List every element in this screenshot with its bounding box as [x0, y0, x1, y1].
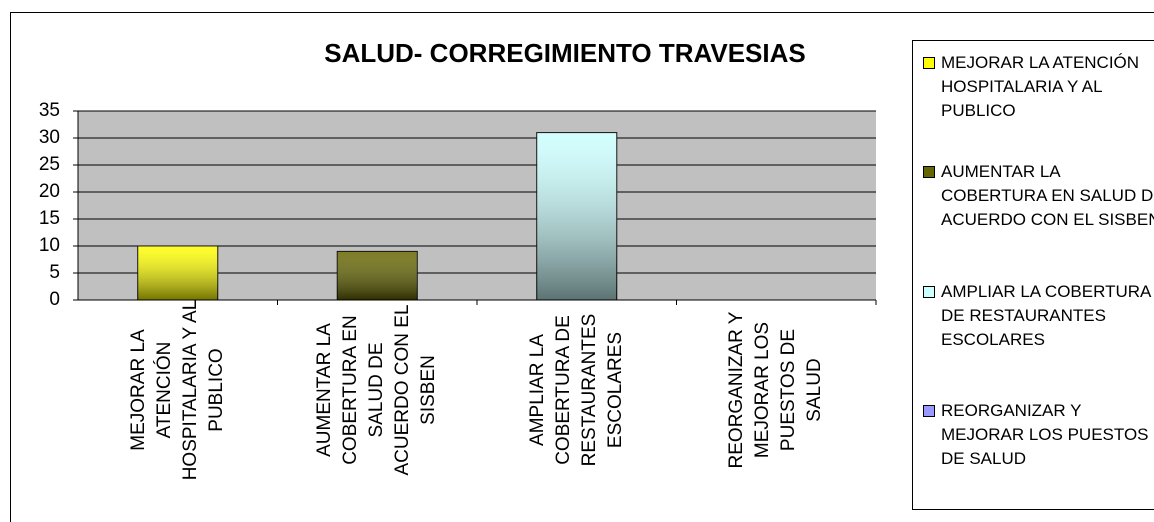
y-tick-label: 20	[38, 181, 60, 202]
legend-swatch	[923, 166, 935, 178]
legend-entry: AMPLIAR LA COBERTURA DE RESTAURANTES ESC…	[923, 280, 1154, 352]
y-tick-label: 35	[38, 100, 60, 121]
x-tick-label: REORGANIZAR Y MEJORAR LOS PUESTOS DE SAL…	[726, 311, 826, 469]
y-tick-label: 15	[38, 208, 60, 229]
chart-title: SALUD- CORREGIMIENTO TRAVESIAS	[324, 38, 806, 68]
chart-frame	[10, 12, 1154, 522]
y-tick-label: 25	[38, 154, 60, 175]
legend-label: AUMENTAR LA COBERTURA EN SALUD DE ACUERD…	[941, 162, 1154, 229]
legend-entry: AUMENTAR LA COBERTURA EN SALUD DE ACUERD…	[923, 160, 1154, 232]
y-tick-label: 5	[49, 262, 60, 283]
y-tick-label: 30	[38, 127, 60, 148]
x-tick-label: AMPLIAR LA COBERTURA DE RESTAURANTES ESC…	[526, 313, 626, 467]
legend-swatch	[923, 57, 935, 69]
legend-label: MEJORAR LA ATENCIÓN HOSPITALARIA Y AL PU…	[941, 53, 1140, 120]
bar-shade	[137, 246, 218, 300]
legend-label: AMPLIAR LA COBERTURA DE RESTAURANTES ESC…	[941, 282, 1151, 349]
x-tick-label: MEJORAR LA ATENCIÓN HOSPITALARIA Y AL PU…	[127, 299, 227, 481]
x-tick-label: AUMENTAR LA COBERTURA EN SALUD DE ACUERD…	[314, 304, 440, 476]
legend-swatch	[923, 405, 935, 417]
legend: MEJORAR LA ATENCIÓN HOSPITALARIA Y AL PU…	[912, 40, 1154, 510]
y-tick-label: 0	[49, 289, 60, 310]
bar-shade	[536, 132, 617, 300]
legend-label: REORGANIZAR Y MEJORAR LOS PUESTOS DE SAL…	[941, 401, 1149, 468]
legend-entry: MEJORAR LA ATENCIÓN HOSPITALARIA Y AL PU…	[923, 51, 1154, 123]
legend-entry: REORGANIZAR Y MEJORAR LOS PUESTOS DE SAL…	[923, 399, 1154, 471]
bar-shade	[337, 251, 418, 300]
legend-swatch	[923, 286, 935, 298]
y-tick-label: 10	[38, 235, 60, 256]
